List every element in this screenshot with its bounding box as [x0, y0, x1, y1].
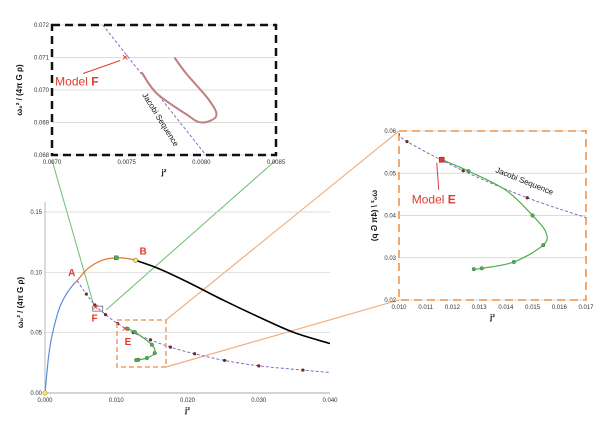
y-tick-label: 0.072 [34, 23, 50, 29]
y-axis-label: ω₀² / (4π G ρ) [370, 190, 379, 242]
jacobi-sequence-label: Jacobi Sequence [140, 91, 180, 148]
jacobi-point [405, 139, 409, 144]
green-point [511, 259, 516, 265]
y-tick-label: 0.10 [30, 270, 42, 276]
model-label: Model F [55, 75, 98, 89]
inset-chart-model-f: 0.068 0.069 0.070 0.071 0.072 0.0070 0.0075 0.0… [15, 23, 286, 177]
y-tick-label: 0.05 [384, 171, 396, 177]
y-tick-label: 0.068 [34, 153, 50, 159]
inset-frame [398, 130, 587, 301]
series-jacobi-line [76, 280, 330, 373]
series-blue-line [45, 280, 78, 393]
jacobi-point [193, 352, 197, 356]
y-tick-label: 0.15 [30, 210, 42, 216]
x-tick-label: 0.0070 [43, 160, 62, 166]
x-tick-label: 0.0075 [117, 160, 136, 166]
green-point [144, 355, 149, 361]
jacobi-point [93, 303, 97, 307]
x-tick-label: 0.020 [180, 398, 196, 404]
x-tick-label: 0.015 [525, 305, 541, 311]
y-tick-label: 0.070 [34, 88, 50, 94]
x-tick-label: 0.017 [578, 305, 594, 311]
jacobi-sequence-label: Jacobi Sequence [494, 166, 555, 198]
model-f-marker: ✕ [121, 53, 129, 63]
inset-frame [50, 23, 278, 157]
jacobi-point [84, 292, 88, 296]
model-marker: ✕ [92, 303, 99, 312]
jacobi-point [461, 169, 465, 173]
model-label: Model E [412, 193, 456, 207]
zoom-connectors [51, 130, 400, 368]
series-green-line [441, 159, 548, 270]
arrow-line [436, 162, 440, 190]
y-tick-label: 0.00 [30, 391, 42, 397]
model-letter: F [91, 75, 98, 89]
y-tick-label: 0.071 [34, 56, 50, 62]
green-point [541, 243, 546, 248]
x-tick-label: 0.000 [37, 398, 53, 404]
series-black-line [135, 259, 330, 345]
y-tick-label: 0.06 [384, 129, 396, 135]
label-e: E [125, 337, 132, 348]
origin-point [42, 390, 48, 396]
x-axis-label: j² [161, 168, 167, 177]
green-point [471, 267, 476, 272]
jacobi-point [148, 338, 153, 342]
green-point [530, 213, 535, 218]
x-tick-label: 0.010 [391, 305, 407, 311]
y-axis-label: ω₀² / (4π G ρ) [15, 64, 24, 116]
x-tick-label: 0.0085 [267, 160, 286, 166]
x-tick-label: 0.011 [418, 305, 433, 311]
x-axis-label: j² [184, 406, 190, 415]
jacobi-point [525, 196, 529, 200]
label-f: F [91, 313, 97, 324]
main-chart: 0.00 0.05 0.10 0.15 0.000 0.010 0.020 0.030 0.04… [16, 202, 338, 415]
label-a: A [68, 268, 75, 279]
x-tick-label: 0.012 [445, 305, 461, 311]
model-marker: ✕ [121, 324, 128, 333]
x-tick-label: 0.030 [251, 398, 267, 404]
series-orange-line [76, 257, 136, 282]
zoom-box-e [116, 319, 167, 368]
x-tick-label: 0.013 [472, 305, 488, 311]
y-tick-label: 0.02 [384, 298, 396, 304]
y-axis-label: ω₀² / (4π G ρ) [16, 277, 25, 329]
point-b [133, 257, 138, 263]
x-tick-label: 0.014 [498, 305, 514, 311]
jacobi-point [301, 368, 305, 372]
x-tick-label: 0.016 [552, 305, 568, 311]
model-word: Model [55, 75, 91, 89]
x-tick-label: 0.040 [322, 398, 338, 404]
y-tick-label: 0.05 [30, 331, 42, 337]
y-tick-label: 0.03 [384, 256, 396, 262]
peak-point [114, 255, 119, 261]
model-letter: E [448, 193, 456, 207]
y-tick-label: 0.069 [34, 121, 50, 127]
model-e-marker [438, 156, 445, 163]
green-point [134, 358, 139, 363]
x-tick-label: 0.010 [109, 398, 125, 404]
x-axis-label: j² [489, 313, 495, 322]
jacobi-point [168, 345, 172, 349]
arrow-line [83, 60, 121, 74]
inset-chart-model-e: 0.02 0.03 0.04 0.05 0.06 0.010 0.011 0.012 0.013… [370, 129, 594, 322]
jacobi-point [257, 364, 261, 368]
green-point [132, 330, 137, 335]
model-word: Model [412, 193, 448, 207]
green-point [479, 266, 484, 271]
green-point [466, 169, 471, 174]
x-tick-label: 0.0080 [192, 160, 211, 166]
series-inset_curve-line [140, 56, 218, 124]
green-point [125, 326, 130, 331]
jacobi-point [103, 312, 108, 317]
y-tick-label: 0.04 [384, 214, 396, 220]
zoom-box-f [92, 305, 104, 312]
green-point [149, 342, 154, 347]
jacobi-point [222, 358, 227, 363]
green-point [152, 351, 157, 356]
label-b: B [139, 246, 146, 257]
